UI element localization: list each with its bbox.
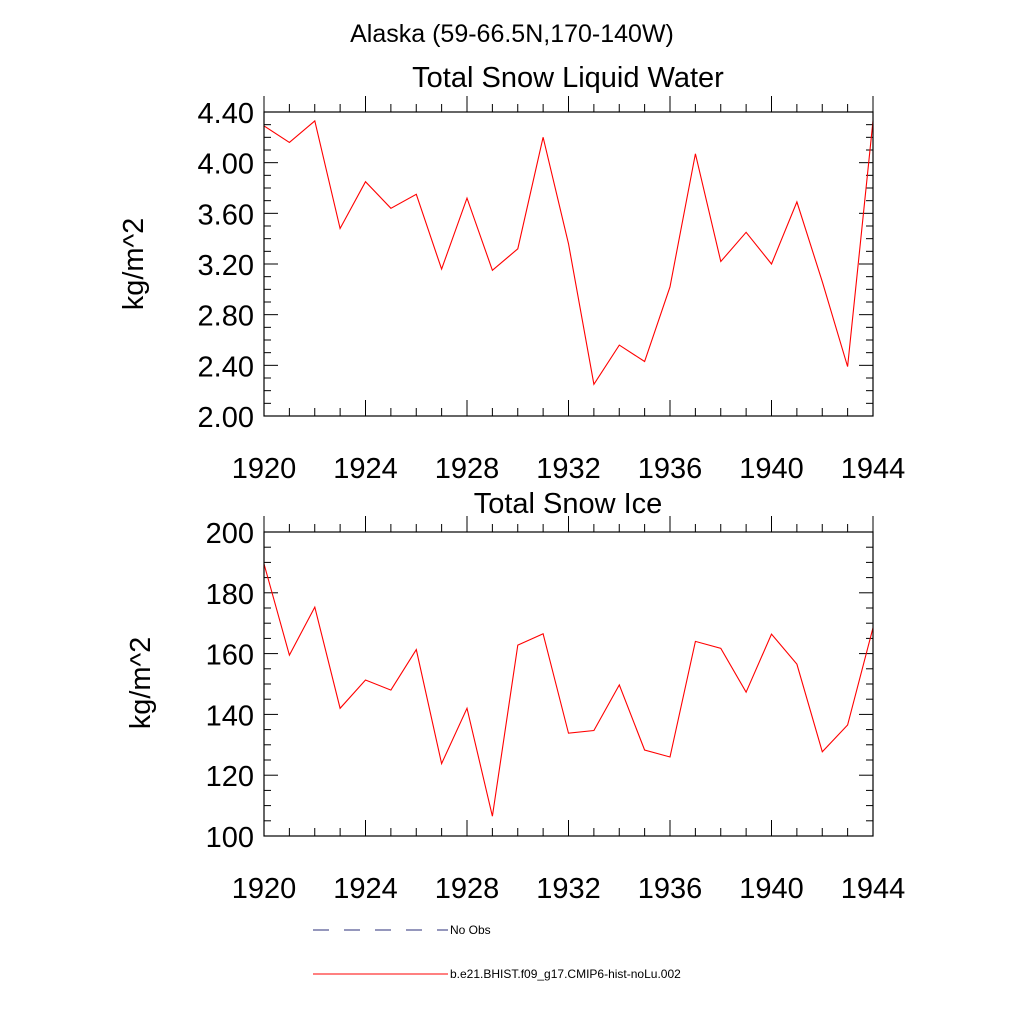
x-tick-label: 1924 xyxy=(333,873,398,905)
chart-panel-snow-liquid-water: Total Snow Liquid Water kg/m^2 1920 1924 1… xyxy=(118,62,905,485)
y-tick-label: 4.40 xyxy=(198,98,254,130)
x-tick-label: 1928 xyxy=(435,873,500,905)
y-tick-label: 2.00 xyxy=(198,402,254,434)
y-tick-label: 2.40 xyxy=(198,351,254,383)
series-line xyxy=(263,119,874,386)
x-tick-label: 1932 xyxy=(536,873,601,905)
x-tick-label: 1944 xyxy=(841,873,906,905)
legend-label: b.e21.BHIST.f09_g17.CMIP6-hist-noLu.002 xyxy=(450,967,681,981)
y-axis-label: kg/m^2 xyxy=(118,218,150,311)
y-tick-label: 120 xyxy=(206,761,254,793)
y-axis-label: kg/m^2 xyxy=(125,637,157,730)
chart-title: Total Snow Liquid Water xyxy=(412,62,724,94)
x-tick-label: 1940 xyxy=(739,453,804,485)
x-tick-label: 1944 xyxy=(841,453,906,485)
y-tick-label: 2.80 xyxy=(198,301,254,333)
chart-panel-snow-ice: Total Snow Ice kg/m^2 1920 1924 1928 1932 19… xyxy=(125,488,905,905)
y-tick-label: 3.20 xyxy=(198,250,254,282)
x-tick-label: 1936 xyxy=(638,453,703,485)
legend-entry-model-run: b.e21.BHIST.f09_g17.CMIP6-hist-noLu.002 xyxy=(313,967,681,981)
y-tick-label: 3.60 xyxy=(198,199,254,231)
x-tick-label: 1940 xyxy=(739,873,804,905)
y-tick-label: 200 xyxy=(206,518,254,550)
x-tick-label: 1932 xyxy=(536,453,601,485)
y-tick-label: 180 xyxy=(206,579,254,611)
x-tick-label: 1924 xyxy=(333,453,398,485)
chart-title: Total Snow Ice xyxy=(474,488,663,520)
series-line xyxy=(263,563,874,817)
plot-frame xyxy=(263,531,874,837)
y-tick-label: 140 xyxy=(206,700,254,732)
figure-title: Alaska (59-66.5N,170-140W) xyxy=(350,20,674,48)
legend-entry-no-obs: No Obs xyxy=(313,923,491,937)
legend: No Obs b.e21.BHIST.f09_g17.CMIP6-hist-no… xyxy=(313,923,681,981)
legend-label: No Obs xyxy=(450,923,491,937)
x-tick-label: 1928 xyxy=(435,453,500,485)
y-tick-label: 4.00 xyxy=(198,149,254,181)
y-tick-label: 160 xyxy=(206,640,254,672)
x-tick-label: 1920 xyxy=(232,453,297,485)
y-tick-label: 100 xyxy=(206,822,254,854)
x-tick-label: 1936 xyxy=(638,873,703,905)
plot-frame xyxy=(263,111,874,417)
x-tick-label: 1920 xyxy=(232,873,297,905)
